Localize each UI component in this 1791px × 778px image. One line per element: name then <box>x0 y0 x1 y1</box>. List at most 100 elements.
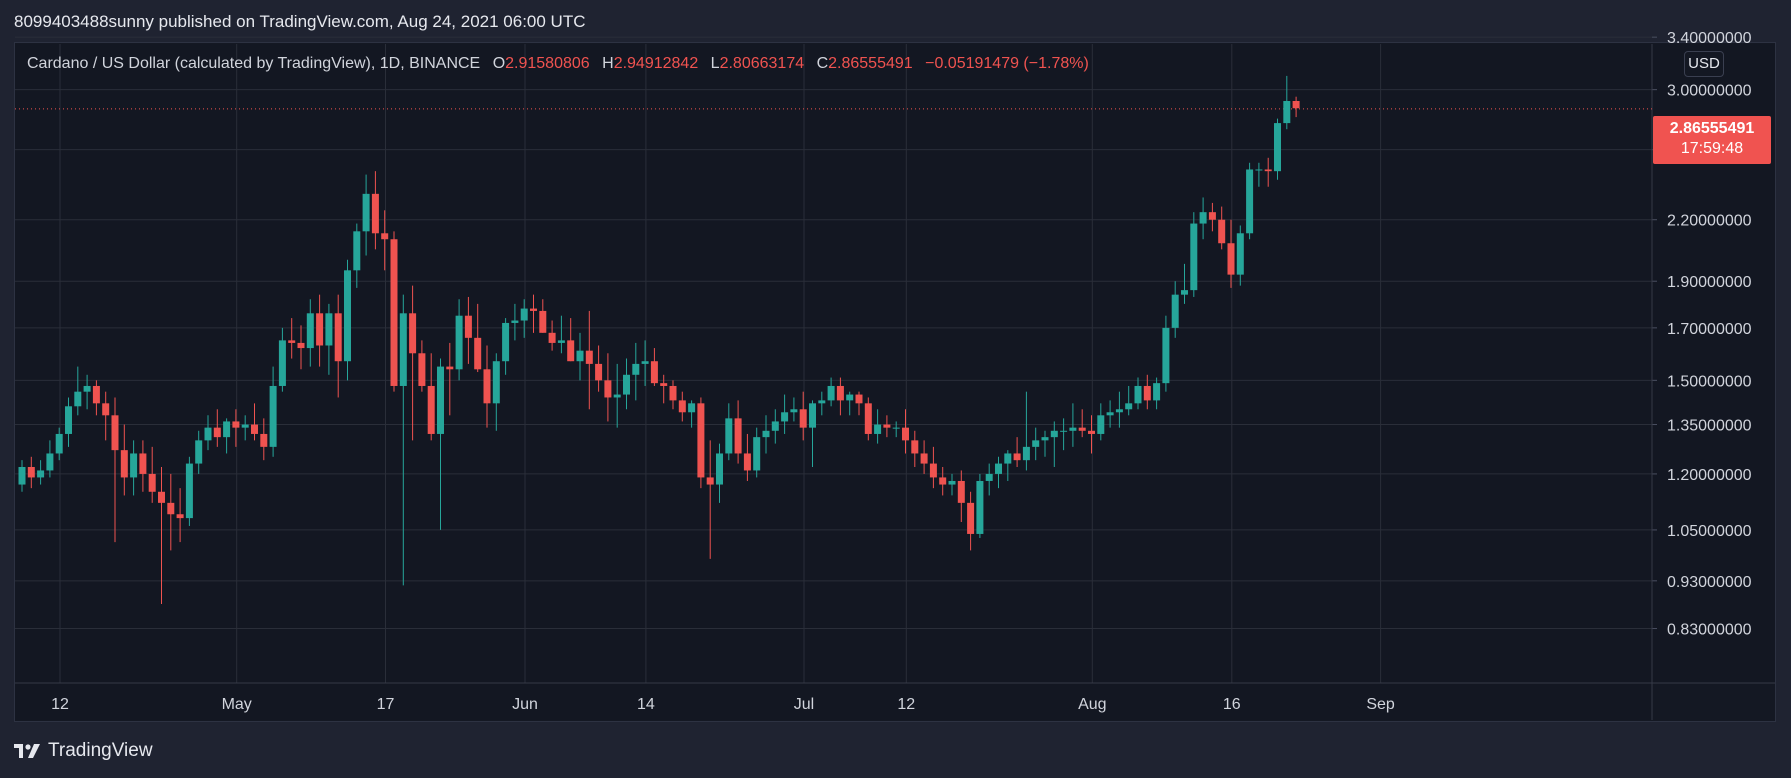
candle-body-up <box>241 424 249 428</box>
tradingview-logo-icon <box>14 744 40 758</box>
candle-body-down <box>1227 243 1235 275</box>
candle-body-down <box>120 450 128 478</box>
candle-body-down <box>232 421 240 428</box>
candle-body-up <box>1246 169 1254 234</box>
symbol-description: Cardano / US Dollar (calculated by Tradi… <box>27 55 481 72</box>
candle-body-up <box>818 400 826 404</box>
y-tick-label: 1.20000000 <box>1667 467 1752 484</box>
last-price-value: 2.86555491 <box>1669 120 1755 137</box>
candle-body-up <box>1199 212 1207 224</box>
y-tick-label: 1.90000000 <box>1667 274 1752 291</box>
candle-body-up <box>762 430 770 438</box>
candle-body-down <box>604 380 612 398</box>
candle-body-up <box>1283 100 1291 124</box>
candle-body-up <box>874 424 882 434</box>
candle-body-up <box>204 427 212 441</box>
candle-body-up <box>1106 412 1114 416</box>
candle-body-down <box>1208 212 1216 220</box>
candle-body-up <box>1255 169 1263 171</box>
candle-body-down <box>678 400 686 413</box>
candle-body-down <box>585 350 593 364</box>
candle-body-down <box>176 514 184 519</box>
open-value: 2.91580806 <box>505 55 590 72</box>
candle-body-up <box>809 403 816 428</box>
x-tick-label: 12 <box>897 696 915 713</box>
candle-body-up <box>753 437 761 471</box>
candle-body-up <box>976 480 984 534</box>
currency-selector[interactable]: USD <box>1684 51 1724 77</box>
close-value: 2.86555491 <box>828 55 913 72</box>
candle-body-down <box>539 310 547 333</box>
candle-body-up <box>46 453 54 471</box>
candle-body-down <box>836 385 844 401</box>
candle-body-down <box>446 366 454 370</box>
candle-body-up <box>130 453 138 478</box>
candle-body-up <box>1125 403 1133 410</box>
candle-body-up <box>455 315 463 370</box>
y-tick-label: 3.40000000 <box>1667 30 1752 47</box>
candle-body-down <box>316 313 324 346</box>
candle-body-down <box>939 477 947 485</box>
candle-body-down <box>464 315 472 338</box>
candle-body-up <box>83 385 91 392</box>
open-label: O <box>492 55 506 72</box>
candle-body-up <box>1274 123 1281 172</box>
candle-body-down <box>957 480 965 503</box>
tradingview-logo[interactable]: TradingView <box>14 740 153 762</box>
candle-body-up <box>1190 223 1198 291</box>
candle-body-up <box>37 470 45 478</box>
candle-body-down <box>660 383 668 386</box>
candle-body-up <box>492 361 500 404</box>
candle-body-down <box>929 463 937 478</box>
candle-body-down <box>251 424 258 434</box>
candle-body-down <box>158 491 165 503</box>
candle-body-down <box>799 409 807 428</box>
candle-body-up <box>995 463 1002 474</box>
candle-body-down <box>706 477 714 485</box>
y-tick-label: 1.70000000 <box>1667 321 1752 338</box>
candle-body-down <box>920 453 928 464</box>
candle-body-down <box>418 353 426 386</box>
y-tick-label: 0.93000000 <box>1667 574 1752 591</box>
x-tick-label: Aug <box>1078 696 1106 713</box>
candle-body-up <box>1032 440 1040 447</box>
x-tick-label: 16 <box>1223 696 1241 713</box>
candle-body-down <box>390 239 398 386</box>
candle-body-up <box>269 385 277 447</box>
candle-body-up <box>502 322 510 362</box>
high-label: H <box>602 55 614 72</box>
candle-body-up <box>520 308 528 321</box>
candle-body-up <box>948 480 956 485</box>
y-tick-label: 3.00000000 <box>1667 83 1752 100</box>
candle-body-up <box>623 374 630 395</box>
candle-body-down <box>139 453 147 474</box>
candle-body-down <box>148 473 156 492</box>
x-tick-label: 14 <box>637 696 655 713</box>
plot-area <box>15 44 1652 683</box>
logo-text: TradingView <box>48 740 153 761</box>
x-tick-label: 12 <box>51 696 69 713</box>
candle-body-down <box>530 308 537 311</box>
candle-body-down <box>1143 385 1151 401</box>
candle-body-up <box>1097 415 1105 434</box>
candle-body-down <box>92 385 100 404</box>
candle-body-up <box>437 366 444 434</box>
x-tick-label: 17 <box>377 696 395 713</box>
candle-body-up <box>223 421 231 438</box>
candle-body-down <box>167 502 175 515</box>
candle-body-up <box>353 231 361 271</box>
candle-body-down <box>734 418 742 454</box>
candle-body-up <box>1236 233 1244 275</box>
candle-body-up <box>55 433 63 454</box>
candle-body-down <box>409 313 417 354</box>
candle-body-down <box>288 340 296 343</box>
candle-body-down <box>371 193 379 234</box>
candle-body-down <box>260 433 268 447</box>
candle-body-down <box>102 403 110 416</box>
candle-body-up <box>613 394 621 398</box>
candle-body-down <box>111 415 119 451</box>
candle-body-up <box>632 363 640 375</box>
candle-body-up <box>344 270 351 362</box>
y-tick-label: 0.83000000 <box>1667 622 1752 639</box>
